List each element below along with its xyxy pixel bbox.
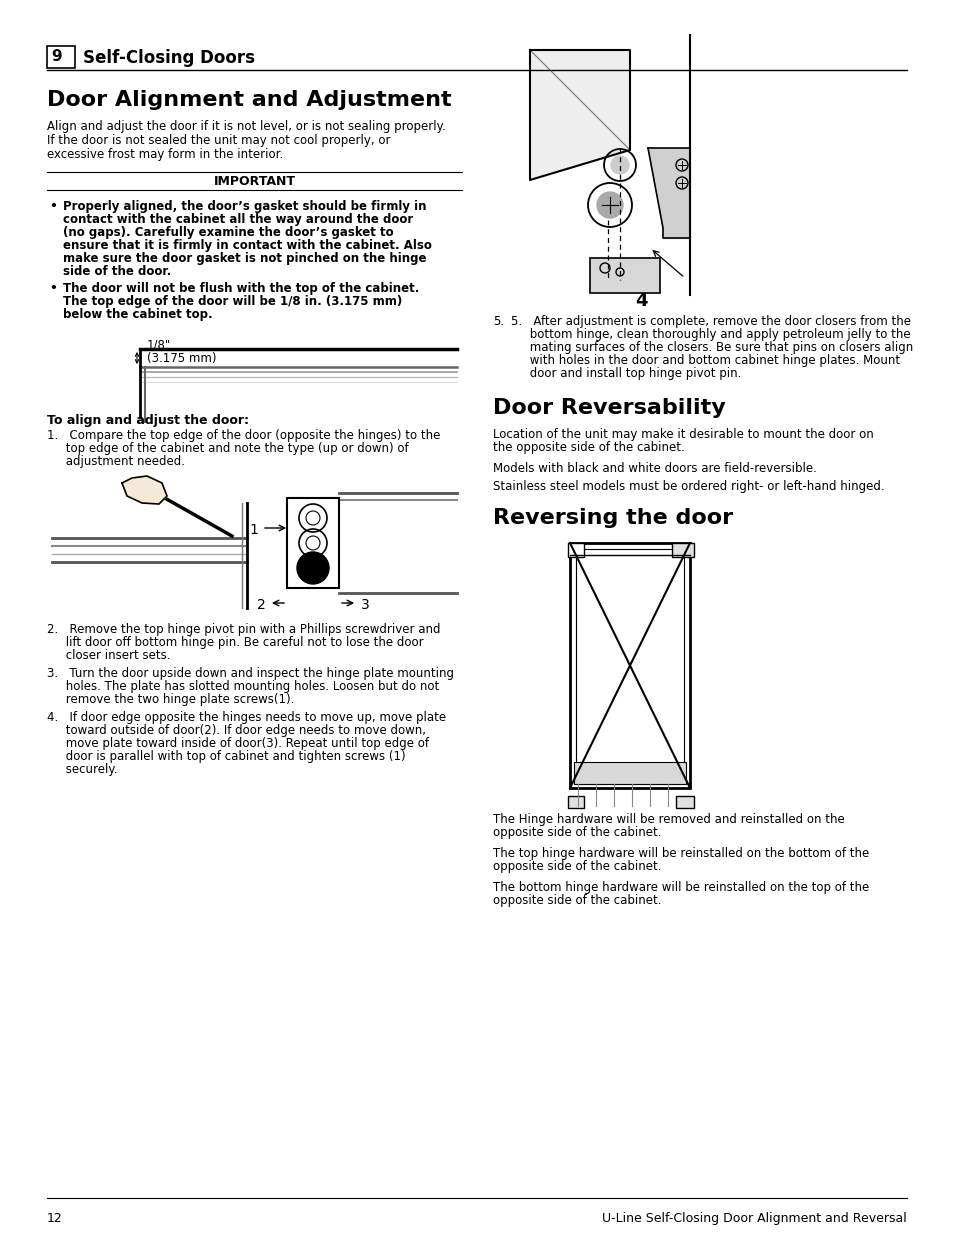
Text: 4.   If door edge opposite the hinges needs to move up, move plate: 4. If door edge opposite the hinges need… bbox=[47, 711, 446, 724]
Text: door and install top hinge pivot pin.: door and install top hinge pivot pin. bbox=[511, 367, 740, 380]
Bar bbox=[676, 797, 693, 808]
Text: with holes in the door and bottom cabinet hinge plates. Mount: with holes in the door and bottom cabine… bbox=[511, 354, 900, 367]
Text: top edge of the cabinet and note the type (up or down) of: top edge of the cabinet and note the typ… bbox=[47, 442, 408, 454]
Text: bottom hinge, clean thoroughly and apply petroleum jelly to the: bottom hinge, clean thoroughly and apply… bbox=[511, 329, 910, 341]
Text: remove the two hinge plate screws(1).: remove the two hinge plate screws(1). bbox=[47, 693, 294, 706]
Text: The door will not be flush with the top of the cabinet.: The door will not be flush with the top … bbox=[63, 282, 419, 295]
Bar bbox=[567, 543, 583, 557]
Text: 12: 12 bbox=[47, 1212, 63, 1225]
Text: below the cabinet top.: below the cabinet top. bbox=[63, 308, 213, 321]
Text: If the door is not sealed the unit may not cool properly, or: If the door is not sealed the unit may n… bbox=[47, 135, 390, 147]
Bar bbox=[671, 543, 693, 557]
Bar bbox=[574, 762, 685, 784]
Polygon shape bbox=[647, 148, 689, 238]
Text: excessive frost may form in the interior.: excessive frost may form in the interior… bbox=[47, 148, 283, 161]
Bar bbox=[569, 543, 689, 788]
Text: Door Alignment and Adjustment: Door Alignment and Adjustment bbox=[47, 90, 451, 110]
Text: Reversing the door: Reversing the door bbox=[493, 508, 732, 529]
Text: U-Line Self-Closing Door Alignment and Reversal: U-Line Self-Closing Door Alignment and R… bbox=[601, 1212, 906, 1225]
Text: The top hinge hardware will be reinstalled on the bottom of the: The top hinge hardware will be reinstall… bbox=[493, 847, 868, 860]
Text: contact with the cabinet all the way around the door: contact with the cabinet all the way aro… bbox=[63, 212, 413, 226]
Bar bbox=[287, 498, 338, 588]
Text: 1/8": 1/8" bbox=[147, 338, 172, 352]
Text: opposite side of the cabinet.: opposite side of the cabinet. bbox=[493, 860, 660, 873]
Text: (no gaps). Carefully examine the door’s gasket to: (no gaps). Carefully examine the door’s … bbox=[63, 226, 394, 240]
Text: The top edge of the door will be 1/8 in. (3.175 mm): The top edge of the door will be 1/8 in.… bbox=[63, 295, 402, 308]
Text: opposite side of the cabinet.: opposite side of the cabinet. bbox=[493, 826, 660, 839]
Text: closer insert sets.: closer insert sets. bbox=[47, 650, 171, 662]
Text: Properly aligned, the door’s gasket should be firmly in: Properly aligned, the door’s gasket shou… bbox=[63, 200, 426, 212]
Text: Models with black and white doors are field-reversible.: Models with black and white doors are fi… bbox=[493, 462, 816, 475]
Text: the opposite side of the cabinet.: the opposite side of the cabinet. bbox=[493, 441, 684, 454]
Circle shape bbox=[296, 552, 329, 584]
Text: Location of the unit may make it desirable to mount the door on: Location of the unit may make it desirab… bbox=[493, 429, 873, 441]
Text: opposite side of the cabinet.: opposite side of the cabinet. bbox=[493, 894, 660, 906]
Text: ensure that it is firmly in contact with the cabinet. Also: ensure that it is firmly in contact with… bbox=[63, 240, 432, 252]
Text: To align and adjust the door:: To align and adjust the door: bbox=[47, 414, 249, 427]
Bar bbox=[589, 258, 659, 293]
Text: holes. The plate has slotted mounting holes. Loosen but do not: holes. The plate has slotted mounting ho… bbox=[47, 680, 438, 693]
Text: 4: 4 bbox=[635, 291, 647, 310]
Text: securely.: securely. bbox=[47, 763, 117, 776]
Text: toward outside of door(2). If door edge needs to move down,: toward outside of door(2). If door edge … bbox=[47, 724, 426, 737]
Text: •: • bbox=[49, 282, 57, 295]
Text: •: • bbox=[49, 200, 57, 212]
Text: 5.: 5. bbox=[493, 315, 503, 329]
Text: lift door off bottom hinge pin. Be careful not to lose the door: lift door off bottom hinge pin. Be caref… bbox=[47, 636, 423, 650]
Text: 2.   Remove the top hinge pivot pin with a Phillips screwdriver and: 2. Remove the top hinge pivot pin with a… bbox=[47, 622, 440, 636]
Text: 5.   After adjustment is complete, remove the door closers from the: 5. After adjustment is complete, remove … bbox=[511, 315, 910, 329]
Text: The bottom hinge hardware will be reinstalled on the top of the: The bottom hinge hardware will be reinst… bbox=[493, 881, 868, 894]
Polygon shape bbox=[122, 475, 167, 504]
Text: 2: 2 bbox=[256, 598, 266, 613]
Text: 3: 3 bbox=[360, 598, 370, 613]
Circle shape bbox=[597, 191, 622, 219]
Text: 1: 1 bbox=[249, 522, 257, 537]
Text: 1.   Compare the top edge of the door (opposite the hinges) to the: 1. Compare the top edge of the door (opp… bbox=[47, 429, 440, 442]
Text: mating surfaces of the closers. Be sure that pins on closers align: mating surfaces of the closers. Be sure … bbox=[511, 341, 912, 354]
Text: adjustment needed.: adjustment needed. bbox=[47, 454, 185, 468]
Text: 9: 9 bbox=[51, 49, 62, 64]
Polygon shape bbox=[530, 49, 629, 180]
Text: Align and adjust the door if it is not level, or is not sealing properly.: Align and adjust the door if it is not l… bbox=[47, 120, 445, 133]
Text: The Hinge hardware will be removed and reinstalled on the: The Hinge hardware will be removed and r… bbox=[493, 813, 843, 826]
Text: IMPORTANT: IMPORTANT bbox=[213, 175, 295, 188]
Bar bbox=[47, 46, 75, 68]
Bar bbox=[567, 797, 583, 808]
Bar bbox=[576, 550, 683, 782]
Text: Self-Closing Doors: Self-Closing Doors bbox=[83, 49, 254, 67]
Text: door is parallel with top of cabinet and tighten screws (1): door is parallel with top of cabinet and… bbox=[47, 750, 405, 763]
Text: (3.175 mm): (3.175 mm) bbox=[147, 352, 216, 366]
Text: Door Reversability: Door Reversability bbox=[493, 398, 725, 417]
Text: 3.   Turn the door upside down and inspect the hinge plate mounting: 3. Turn the door upside down and inspect… bbox=[47, 667, 454, 680]
Text: move plate toward inside of door(3). Repeat until top edge of: move plate toward inside of door(3). Rep… bbox=[47, 737, 429, 750]
Text: Stainless steel models must be ordered right- or left-hand hinged.: Stainless steel models must be ordered r… bbox=[493, 480, 883, 493]
Text: make sure the door gasket is not pinched on the hinge: make sure the door gasket is not pinched… bbox=[63, 252, 426, 266]
Circle shape bbox=[610, 156, 628, 174]
Text: side of the door.: side of the door. bbox=[63, 266, 172, 278]
